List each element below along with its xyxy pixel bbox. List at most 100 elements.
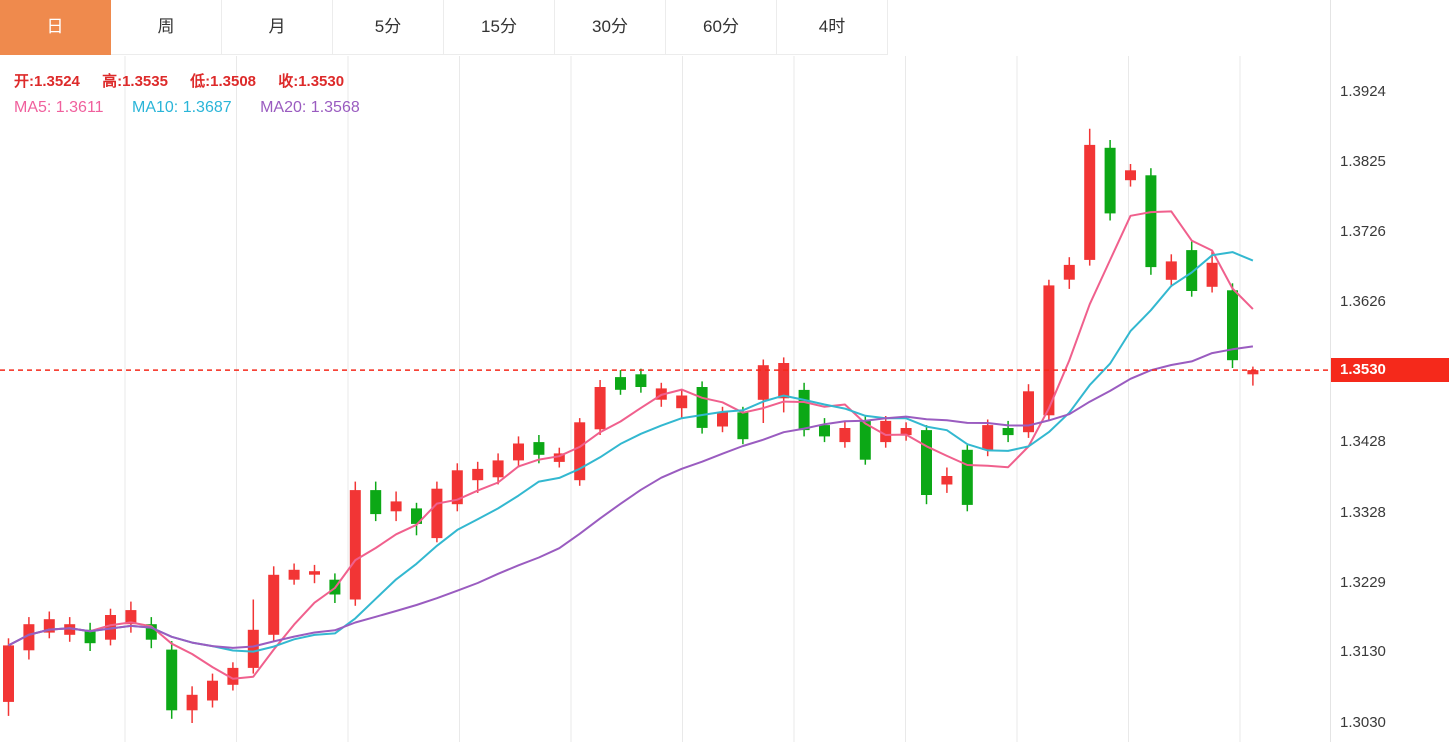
candle-body [84,629,96,644]
candle-body [247,629,259,668]
candle-body [1043,285,1055,416]
tab-5min[interactable]: 5分 [333,0,444,55]
price-axis: 1.3530 1.3924 1.3825 1.3726 1.3626 1.3428 1.3… [1330,0,1449,742]
candlestick-chart[interactable] [0,0,1330,742]
tab-4hour[interactable]: 4时 [777,0,888,55]
axis-price-label: 1.3825 [1340,153,1386,170]
axis-price-label: 1.3626 [1340,293,1386,310]
candle-body [492,460,504,478]
ohlc-high: 高:1.3535 [102,73,168,90]
candle-body [798,389,810,431]
candle-body [1165,261,1177,280]
ma20-legend: MA20: 1.3568 [260,99,360,116]
candle-body [145,624,157,640]
ma10-legend: MA10: 1.3687 [132,99,232,116]
candle-body [737,412,749,440]
candle-body [390,501,402,512]
candle-body [43,619,55,633]
candle-body [635,374,647,387]
axis-price-label: 1.3328 [1340,504,1386,521]
ohlc-close-value: 1.3530 [298,73,345,90]
ohlc-open-value: 1.3524 [34,73,80,90]
candle-body [717,412,728,427]
candle-body [1084,144,1096,260]
candle-body [533,442,545,455]
ma-legend: MA5: 1.3611 MA10: 1.3687 MA20: 1.3568 [14,99,384,117]
tab-30min[interactable]: 30分 [555,0,666,55]
candle-body [105,615,116,640]
candle-body [370,490,382,515]
tab-15min[interactable]: 15分 [444,0,555,55]
ma20-label: MA20: [260,99,307,116]
axis-price-label: 1.3229 [1340,574,1386,591]
candle-body [778,363,790,399]
timeframe-tabs: 日 周 月 5分 15分 30分 60分 4时 [0,0,888,55]
ohlc-low-value: 1.3508 [210,73,257,90]
candle-body [207,680,218,701]
candle-body [309,571,320,575]
tab-day[interactable]: 日 [0,0,111,55]
axis-price-label: 1.3428 [1340,433,1386,450]
axis-price-label: 1.3130 [1340,643,1386,660]
ma10-line [8,251,1254,653]
ohlc-open-label: 开: [14,73,34,90]
ohlc-high-label: 高: [102,73,123,90]
ma10-value: 1.3687 [182,99,232,116]
candle-body [1125,170,1136,181]
ohlc-high-value: 1.3535 [122,73,168,90]
candle-body [1002,428,1014,436]
axis-price-label: 1.3924 [1340,83,1386,100]
ma5-line [8,210,1254,680]
candle-body [1206,262,1218,287]
candle-body [431,488,443,539]
candle-body [574,422,586,481]
candle-body [23,624,35,651]
candle-body [676,395,688,409]
current-price-tag: 1.3530 [1331,358,1449,382]
candle-body [513,443,524,461]
candle-body [349,490,361,600]
axis-price-label: 1.3726 [1340,223,1386,240]
candle-body [451,470,463,505]
candle-body [166,649,178,711]
ohlc-close-label: 收: [278,73,299,90]
candle-body [1063,264,1075,280]
tab-month[interactable]: 月 [222,0,333,55]
candle-body [1247,370,1259,375]
candle-body [757,365,769,400]
candle-body [696,387,708,428]
candle-body [1227,290,1238,361]
candle-body [125,610,137,625]
candle-body [411,508,422,524]
ohlc-close: 收:1.3530 [278,73,344,90]
tab-week[interactable]: 周 [111,0,222,55]
ma20-line [8,345,1254,649]
ohlc-open: 开:1.3524 [14,73,80,90]
candle-body [900,428,912,436]
candle-body [859,420,871,460]
ma10-label: MA10: [132,99,179,116]
ohlc-low-label: 低: [190,73,211,90]
candle-body [268,574,280,635]
candle-body [1023,391,1034,433]
candle-body [615,377,626,390]
candle-body [982,425,994,450]
ma5-label: MA5: [14,99,52,116]
candle-body [819,425,830,437]
candle-body [921,430,932,495]
candle-body [1104,147,1116,214]
ohlc-low: 低:1.3508 [190,73,256,90]
candle-body [3,645,14,702]
candle-body [880,420,892,443]
candle-body [1145,175,1157,268]
candle-body [553,453,565,462]
candle-body [288,569,300,580]
candle-body [594,387,606,430]
candle-body [961,449,973,505]
candle-body [64,624,76,635]
ma20-value: 1.3568 [310,99,360,116]
tab-60min[interactable]: 60分 [666,0,777,55]
ma5-legend: MA5: 1.3611 [14,99,104,116]
candle-body [227,667,239,685]
